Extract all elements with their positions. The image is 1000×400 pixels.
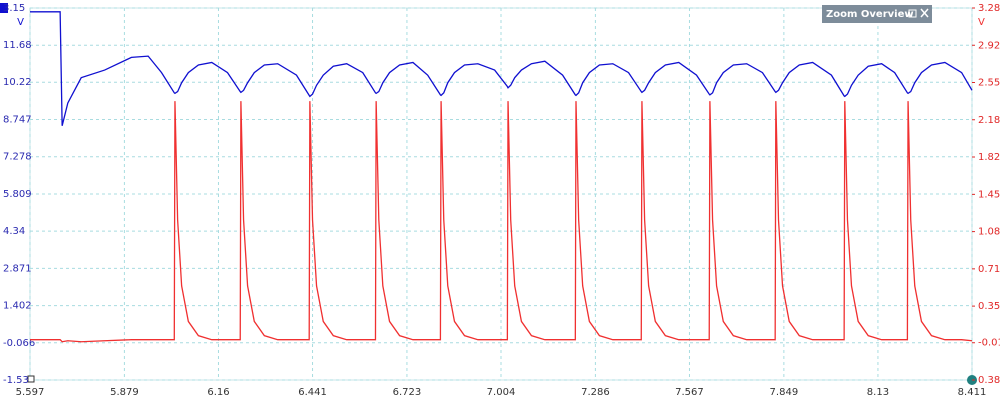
y2-unit: V — [978, 17, 985, 28]
zoom-overview-bar[interactable] — [822, 5, 932, 23]
y-tick-label: 1.402 — [3, 301, 32, 312]
y-unit: V — [17, 17, 24, 28]
trace — [30, 101, 973, 343]
y2-tick-label: 1.452 — [978, 189, 1000, 200]
cursor-marker[interactable] — [27, 375, 35, 383]
y2-tick-label: 2.187 — [978, 115, 1000, 126]
close-button[interactable] — [920, 8, 929, 18]
x-tick-label: 8.13 — [867, 387, 889, 398]
y2-tick-label: 1.82 — [978, 152, 1000, 163]
zoom-overview-title: Zoom Overview — [826, 9, 914, 20]
y-tick-label: 3.15 — [3, 3, 25, 14]
y-tick-label: 10.22 — [3, 77, 32, 88]
left-axis-marker — [0, 3, 8, 13]
x-tick-label: 6.441 — [298, 387, 327, 398]
x-tick-label: 7.286 — [581, 387, 610, 398]
y2-tick-label: 0.718 — [978, 264, 1000, 275]
y2-tick-label: 1.085 — [978, 227, 1000, 238]
x-tick-label: 5.879 — [110, 387, 139, 398]
y-tick-label: 8.747 — [3, 115, 32, 126]
y2-tick-label: 2.554 — [978, 78, 1000, 89]
y2-tick-label: 2.921 — [978, 40, 1000, 51]
y-tick-label: -0.066 — [3, 338, 35, 349]
y-tick-label: 7.278 — [3, 152, 32, 163]
y-tick-label: 5.809 — [3, 189, 32, 200]
trace — [30, 11, 973, 126]
y-tick-label: -1.53 — [3, 375, 29, 386]
x-tick-label: 6.723 — [393, 387, 422, 398]
x-tick-label: 7.004 — [487, 387, 516, 398]
y-tick-label: 4.34 — [3, 226, 25, 237]
y2-tick-label: 0.38 — [978, 375, 1000, 386]
x-tick-label: 5.597 — [16, 387, 45, 398]
restore-button[interactable] — [908, 9, 917, 18]
y2-tick-label: 3.288 — [978, 3, 1000, 14]
y2-tick-label: -0.01 — [978, 338, 1000, 349]
x-tick-label: 6.16 — [207, 387, 229, 398]
y-tick-label: 11.68 — [3, 40, 32, 51]
y2-tick-label: 0.351 — [978, 301, 1000, 312]
x-tick-label: 7.849 — [770, 387, 799, 398]
x-tick-label: 7.567 — [675, 387, 704, 398]
y-tick-label: 2.871 — [3, 263, 32, 274]
zoom-overview[interactable]: Zoom Overview — [822, 5, 932, 23]
x-tick-label: 8.411 — [958, 387, 987, 398]
